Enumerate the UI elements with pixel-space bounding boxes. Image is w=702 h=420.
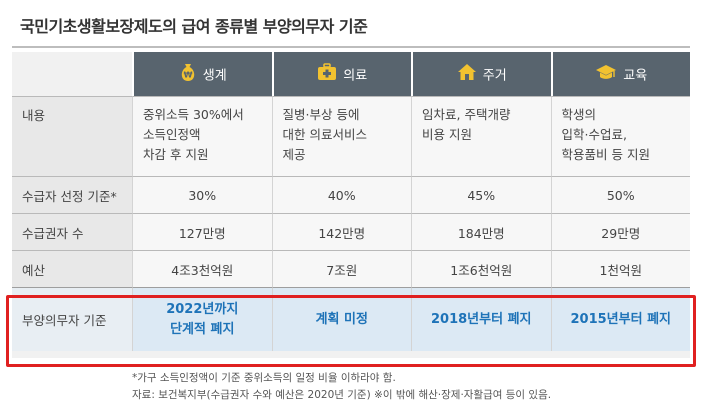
header-medical: 의료 bbox=[271, 52, 411, 96]
description-line: 학용품비 등 지원 bbox=[561, 147, 650, 162]
description-cell: 임차료, 주택개량 비용 지원 bbox=[411, 96, 551, 176]
table-row: 수급권자 수 127만명 142만명 184만명 29만명 bbox=[12, 213, 690, 250]
house-icon bbox=[457, 63, 477, 85]
description-line: 질병·부상 등에 bbox=[282, 107, 360, 122]
cell-line: 2022년까지 bbox=[166, 301, 239, 317]
description-cell: 중위소득 30%에서 소득인정액 차감 후 지원 bbox=[132, 96, 272, 176]
header-housing: 주거 bbox=[411, 52, 551, 96]
description-line: 임차료, 주택개량 bbox=[422, 107, 511, 122]
description-line: 차감 후 지원 bbox=[143, 147, 209, 162]
cell-line: 계획 미정 bbox=[315, 311, 368, 327]
row-label: 수급권자 수 bbox=[12, 213, 132, 250]
description-line: 제공 bbox=[282, 147, 306, 162]
highlighted-row: 부양의무자 기준 2022년까지 단계적 폐지 계획 미정 2018년부터 폐지… bbox=[12, 287, 690, 351]
header-livelihood: ₩ 생계 bbox=[132, 52, 272, 96]
header-corner bbox=[12, 52, 132, 96]
header-label: 교육 bbox=[623, 68, 648, 84]
table-cell: 1조6천억원 bbox=[411, 250, 551, 287]
page-title: 국민기초생활보장제도의 급여 종류별 부양의무자 기준 bbox=[20, 17, 368, 36]
description-cell: 학생의 입학·수업료, 학용품비 등 지원 bbox=[550, 96, 690, 176]
table-cell: 2018년부터 폐지 bbox=[411, 287, 551, 351]
header-label: 생계 bbox=[202, 68, 227, 84]
table-row: 내용 중위소득 30%에서 소득인정액 차감 후 지원 질병·부상 등에 대한 … bbox=[12, 96, 690, 176]
row-label: 수급자 선정 기준* bbox=[12, 176, 132, 213]
description-cell: 질병·부상 등에 대한 의료서비스 제공 bbox=[271, 96, 411, 176]
description-line: 중위소득 30%에서 bbox=[143, 107, 244, 122]
header-education: 교육 bbox=[550, 52, 690, 96]
header-label: 주거 bbox=[482, 68, 507, 84]
row-label: 내용 bbox=[12, 96, 132, 176]
table-cell: 2015년부터 폐지 bbox=[550, 287, 690, 351]
table-cell: 40% bbox=[271, 176, 411, 213]
table-cell: 2022년까지 단계적 폐지 bbox=[132, 287, 272, 351]
table-cell: 30% bbox=[132, 176, 272, 213]
row-label: 부양의무자 기준 bbox=[12, 287, 132, 351]
cell-line: 단계적 폐지 bbox=[170, 321, 235, 337]
table-row: 예산 4조3천억원 7조원 1조6천억원 1천억원 bbox=[12, 250, 690, 287]
header-label: 의료 bbox=[343, 68, 368, 84]
benefit-table: ₩ 생계 의료 bbox=[12, 52, 690, 351]
table-row: 수급자 선정 기준* 30% 40% 45% 50% bbox=[12, 176, 690, 213]
footnote-criteria: *가구 소득인정액이 기준 중위소득의 일정 비율 이하라야 함. bbox=[132, 372, 396, 384]
description-line: 비용 지원 bbox=[422, 127, 472, 142]
table-cell: 127만명 bbox=[132, 213, 272, 250]
description-line: 소득인정액 bbox=[143, 127, 201, 142]
cell-line: 2015년부터 폐지 bbox=[570, 311, 671, 327]
table-cell: 29만명 bbox=[550, 213, 690, 250]
table-cell: 7조원 bbox=[271, 250, 411, 287]
table-cell: 142만명 bbox=[271, 213, 411, 250]
table-cell: 계획 미정 bbox=[271, 287, 411, 351]
table-cell: 4조3천억원 bbox=[132, 250, 272, 287]
table-cell: 50% bbox=[550, 176, 690, 213]
footnotes: *가구 소득인정액이 기준 중위소득의 일정 비율 이하라야 함. 자료: 보건… bbox=[132, 370, 692, 404]
money-bag-icon: ₩ bbox=[179, 62, 197, 86]
title-divider bbox=[12, 46, 690, 48]
description-line: 대한 의료서비스 bbox=[282, 127, 367, 142]
graduation-cap-icon bbox=[595, 63, 617, 85]
footnote-source: 자료: 보건복지부(수급권자 수와 예산은 2020년 기준) ※이 밖에 해산… bbox=[132, 389, 552, 401]
svg-text:₩: ₩ bbox=[183, 71, 192, 80]
description-line: 입학·수업료, bbox=[561, 127, 627, 142]
row-label: 예산 bbox=[12, 250, 132, 287]
table-cell: 184만명 bbox=[411, 213, 551, 250]
table-cell: 1천억원 bbox=[550, 250, 690, 287]
cell-line: 2018년부터 폐지 bbox=[430, 311, 532, 327]
table-cell: 45% bbox=[411, 176, 551, 213]
medical-kit-icon bbox=[317, 63, 337, 85]
description-line: 학생의 bbox=[561, 107, 597, 122]
